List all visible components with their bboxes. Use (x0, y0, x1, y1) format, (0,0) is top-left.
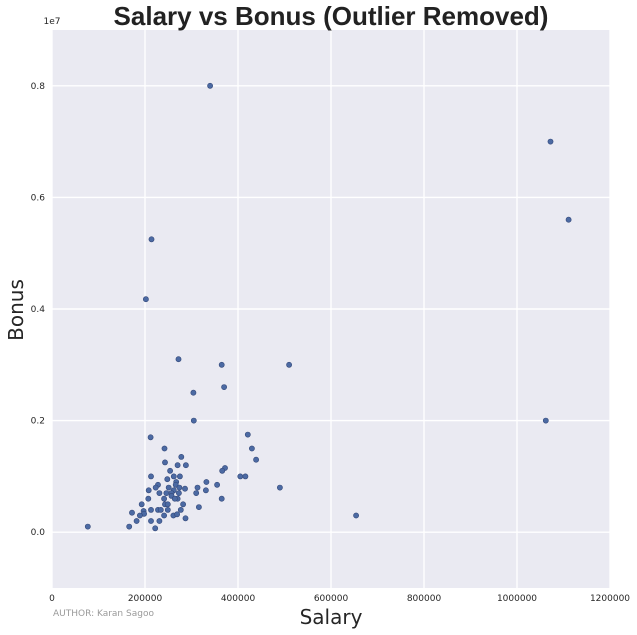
data-point (221, 384, 227, 390)
data-point (152, 484, 159, 491)
data-point (547, 138, 554, 145)
data-point (164, 501, 171, 508)
x-tick-label: 800000 (407, 594, 442, 604)
data-point (353, 512, 359, 519)
x-tick-label: 600000 (314, 594, 349, 604)
data-point (176, 473, 183, 480)
data-point (156, 518, 163, 524)
data-point (161, 445, 168, 452)
data-point (218, 361, 225, 368)
y-tick-label: 0.6 (31, 193, 46, 203)
data-point (242, 473, 249, 480)
data-point (126, 523, 133, 530)
data-point (174, 511, 180, 518)
data-point (190, 417, 197, 424)
data-point (565, 216, 572, 223)
data-point (133, 518, 140, 524)
data-point (286, 361, 292, 368)
x-axis-label: Salary (300, 605, 363, 629)
data-point (182, 462, 189, 469)
data-point (276, 484, 283, 491)
data-point (248, 445, 255, 452)
data-point (129, 509, 135, 516)
data-point (244, 431, 251, 438)
x-tick-label: 400000 (221, 594, 256, 604)
y-axis-label: Bonus (4, 279, 28, 341)
data-point (193, 490, 200, 496)
data-point (207, 82, 213, 89)
data-point (148, 518, 154, 524)
data-point (147, 434, 154, 441)
grid-lines (51, 30, 611, 588)
x-tick-label: 1200000 (590, 594, 630, 604)
data-point (542, 417, 549, 424)
chart-title: Salary vs Bonus (Outlier Removed) (114, 1, 549, 31)
data-point (170, 473, 177, 480)
data-point (157, 506, 164, 513)
data-point (182, 515, 189, 522)
data-point (214, 481, 220, 488)
y-tick-label: 0.4 (31, 305, 46, 315)
data-point (148, 473, 154, 480)
data-point (203, 479, 210, 485)
data-point (145, 495, 152, 502)
data-point (237, 473, 244, 480)
data-point (174, 462, 181, 469)
data-point (148, 506, 154, 513)
data-point (165, 484, 172, 491)
data-point (152, 525, 159, 532)
data-point (218, 495, 225, 502)
data-point (145, 487, 152, 494)
data-point (167, 467, 173, 474)
data-point (190, 389, 197, 396)
data-point (138, 501, 145, 508)
y-tick-label: 0.8 (31, 82, 46, 92)
data-point (136, 512, 143, 519)
data-point (175, 356, 182, 363)
y-tick-label: 0.2 (31, 417, 45, 427)
data-point (194, 484, 201, 491)
data-point (164, 506, 171, 513)
data-point (178, 453, 185, 460)
data-points (84, 82, 572, 532)
data-point (182, 485, 188, 492)
y-axis-ticks: 0.0 0.2 0.4 0.6 0.8 (31, 82, 46, 538)
y-axis-offset-label: 1e7 (44, 17, 61, 27)
data-point (175, 490, 182, 496)
data-point (162, 459, 168, 466)
data-point (163, 490, 170, 496)
data-point (180, 501, 186, 508)
data-point (253, 456, 259, 463)
data-point (195, 504, 202, 510)
x-axis-ticks: 0 200000 400000 600000 800000 1000000 1200000 (49, 594, 630, 604)
data-point (161, 495, 167, 502)
x-tick-label: 0 (49, 594, 55, 604)
x-tick-label: 1000000 (497, 594, 537, 604)
data-point (161, 512, 167, 519)
data-point (202, 487, 209, 494)
data-point (156, 490, 163, 496)
author-credit: AUTHOR: Karan Sagoo (53, 609, 154, 619)
data-point (219, 467, 226, 474)
y-tick-label: 0.0 (31, 528, 46, 538)
data-point (164, 476, 171, 483)
data-point (84, 523, 91, 530)
data-point (148, 236, 155, 243)
data-point (176, 484, 183, 491)
data-point (142, 296, 149, 303)
data-point (171, 495, 178, 502)
x-tick-label: 200000 (128, 594, 163, 604)
data-point (177, 506, 184, 513)
